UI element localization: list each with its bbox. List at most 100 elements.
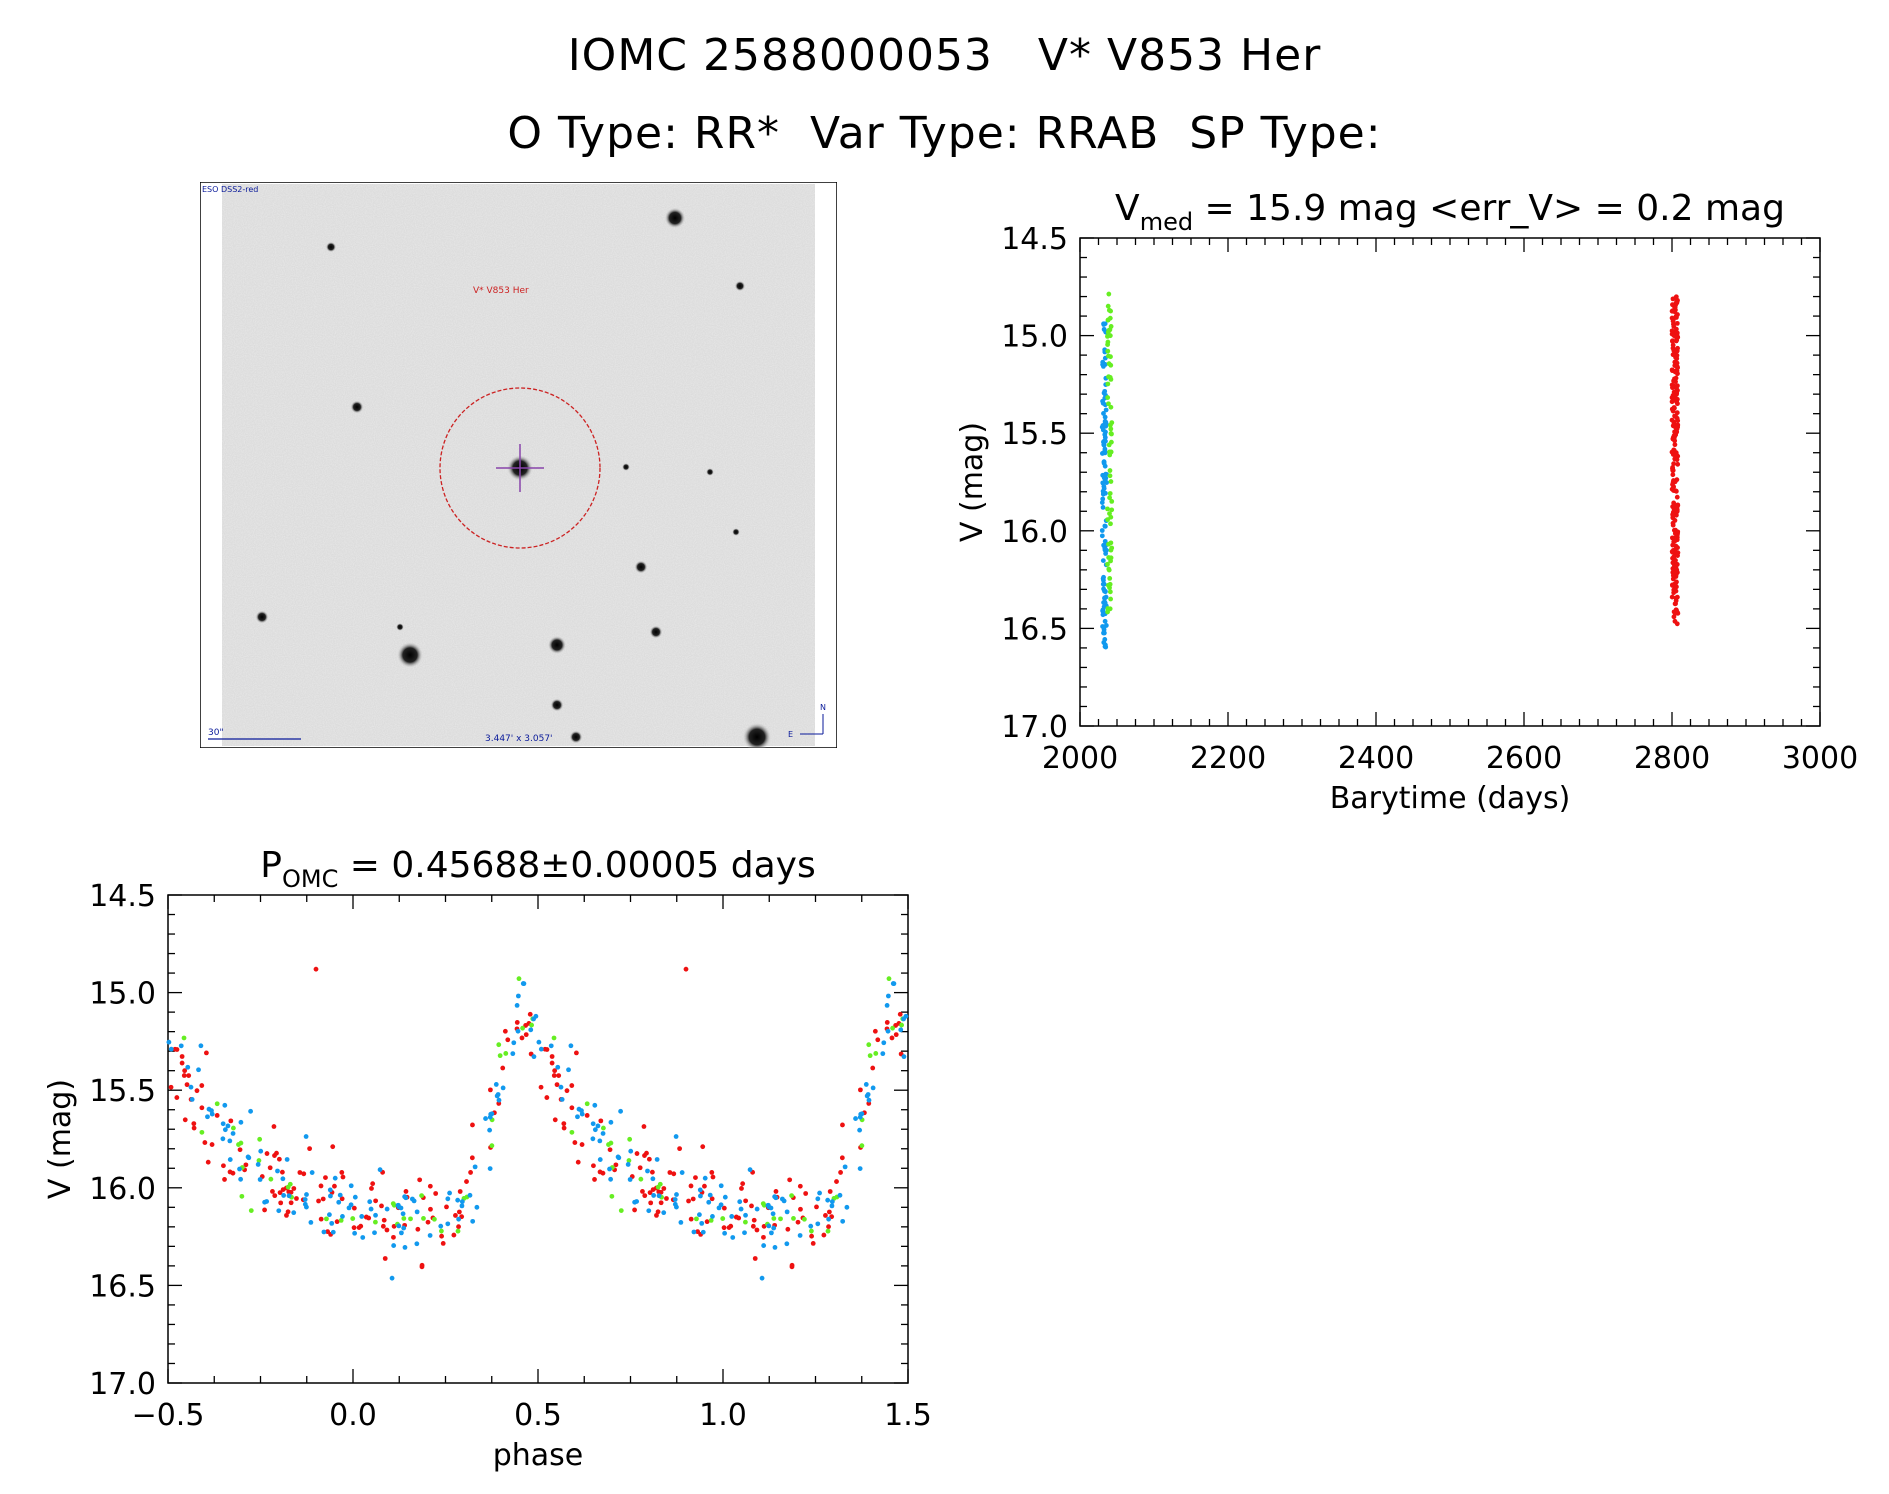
data-point xyxy=(1670,583,1675,588)
data-point xyxy=(600,1125,606,1131)
data-point xyxy=(304,1192,309,1197)
y-tick-label: 17.0 xyxy=(1001,710,1068,745)
data-point xyxy=(823,1213,828,1218)
data-point xyxy=(1103,407,1109,413)
data-point xyxy=(288,1200,294,1206)
data-point xyxy=(431,1216,437,1222)
data-point xyxy=(649,1169,655,1175)
y-tick-label: 15.5 xyxy=(89,1074,156,1109)
data-point xyxy=(710,1214,715,1219)
data-point xyxy=(890,1025,895,1031)
data-point xyxy=(1107,511,1112,516)
data-point xyxy=(222,1102,228,1108)
data-point xyxy=(561,1121,567,1127)
data-point xyxy=(568,1043,574,1049)
data-point xyxy=(515,1028,521,1034)
x-tick-label: 0.5 xyxy=(514,1398,562,1433)
data-point xyxy=(529,1022,534,1028)
data-point xyxy=(709,1170,715,1175)
data-point xyxy=(487,1166,493,1171)
data-point xyxy=(237,1147,243,1153)
data-point xyxy=(396,1204,402,1210)
data-point xyxy=(726,1225,732,1231)
data-point xyxy=(264,1199,270,1204)
data-point xyxy=(332,1183,337,1189)
data-point xyxy=(608,1119,614,1125)
data-point xyxy=(638,1176,644,1182)
data-point xyxy=(815,1196,821,1202)
compass-north-label: N xyxy=(820,703,826,712)
data-point xyxy=(542,1046,548,1052)
data-point xyxy=(291,1210,297,1216)
data-point xyxy=(327,1187,333,1193)
data-point xyxy=(1105,303,1111,309)
data-point xyxy=(1101,604,1107,610)
data-point xyxy=(467,1192,473,1198)
data-point xyxy=(284,1212,289,1218)
data-point xyxy=(863,1082,869,1087)
data-point xyxy=(377,1167,383,1173)
data-point xyxy=(749,1203,754,1209)
data-point xyxy=(1673,601,1678,607)
data-point xyxy=(884,1003,890,1008)
data-point xyxy=(761,1243,767,1248)
data-point xyxy=(720,1216,726,1221)
data-point xyxy=(514,1020,520,1025)
finder-star xyxy=(734,280,746,292)
data-point xyxy=(1101,460,1107,466)
data-point xyxy=(515,993,521,999)
data-point xyxy=(453,1213,458,1218)
data-point xyxy=(859,1143,865,1149)
y-tick-label: 17.0 xyxy=(89,1367,156,1402)
data-point xyxy=(262,1207,267,1213)
data-point xyxy=(334,1219,340,1225)
data-point xyxy=(384,1227,390,1233)
data-point xyxy=(1107,473,1113,479)
data-point xyxy=(373,1212,378,1218)
data-point xyxy=(191,1121,197,1127)
data-point xyxy=(702,1175,708,1181)
data-point xyxy=(579,1111,585,1117)
data-point xyxy=(1674,360,1680,366)
data-point xyxy=(1674,608,1679,613)
data-point xyxy=(815,1221,821,1227)
data-point xyxy=(225,1123,231,1129)
data-point xyxy=(221,1163,226,1169)
data-point xyxy=(286,1193,292,1199)
data-point xyxy=(707,1192,713,1198)
data-point xyxy=(1673,588,1679,594)
data-point xyxy=(814,1204,819,1210)
data-point xyxy=(340,1174,346,1180)
data-point xyxy=(826,1224,831,1230)
data-point xyxy=(1107,495,1112,501)
data-point xyxy=(1674,457,1680,463)
data-point xyxy=(865,1092,871,1097)
data-point xyxy=(487,1127,493,1133)
data-point xyxy=(766,1223,772,1229)
data-point xyxy=(1670,302,1675,308)
data-point xyxy=(626,1158,632,1163)
data-point xyxy=(857,1114,863,1120)
x-tick-label: 2000 xyxy=(1042,741,1118,776)
data-point xyxy=(634,1199,640,1204)
data-point xyxy=(1671,478,1676,483)
y-tick-label: 16.5 xyxy=(89,1269,156,1304)
data-point xyxy=(688,1216,694,1222)
data-point xyxy=(1674,507,1680,513)
data-point xyxy=(400,1211,406,1217)
data-point xyxy=(747,1167,753,1173)
data-point xyxy=(500,1085,506,1091)
data-point xyxy=(729,1214,735,1219)
data-point xyxy=(672,1197,678,1202)
data-point xyxy=(650,1176,656,1182)
data-point xyxy=(771,1225,777,1231)
data-point xyxy=(1672,376,1677,382)
finder-star xyxy=(325,241,337,253)
data-points xyxy=(166,966,909,1281)
data-point xyxy=(199,1129,205,1135)
data-point xyxy=(784,1209,790,1215)
data-point xyxy=(773,1189,779,1194)
y-tick-label: 16.5 xyxy=(1001,612,1068,647)
data-point xyxy=(742,1230,747,1236)
data-point xyxy=(618,1108,624,1114)
